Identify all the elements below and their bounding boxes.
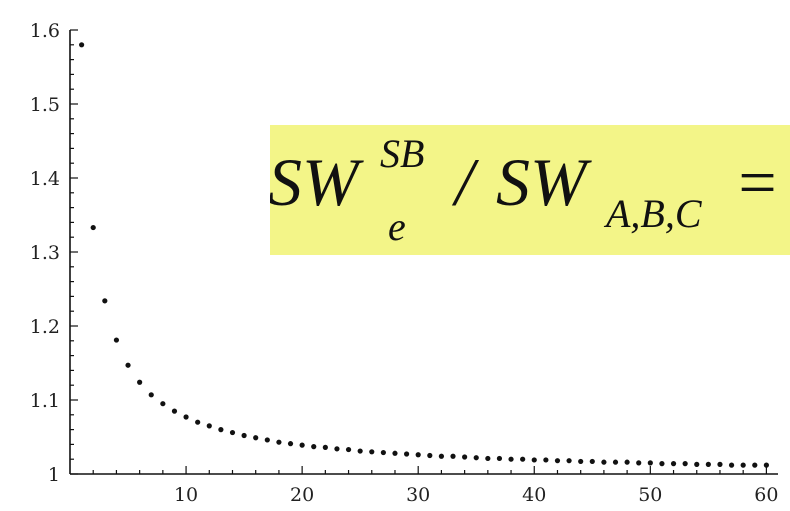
data-point	[392, 450, 398, 456]
data-point	[554, 458, 561, 464]
data-point	[496, 455, 503, 462]
y-tick-label: 1.6	[30, 20, 60, 42]
data-point	[253, 435, 259, 441]
data-point	[624, 459, 630, 465]
data-point	[763, 462, 769, 468]
data-point	[682, 461, 688, 467]
data-point	[195, 419, 201, 425]
data-point	[508, 456, 514, 462]
data-point	[612, 459, 619, 465]
formula-subscript-e: e	[388, 204, 406, 249]
data-point	[728, 462, 735, 468]
x-tick-label: 40	[522, 484, 546, 506]
data-point	[717, 461, 723, 467]
x-tick-label: 30	[406, 484, 430, 506]
data-point	[659, 461, 665, 467]
data-point	[473, 455, 479, 461]
data-point	[578, 458, 584, 465]
data-points	[79, 42, 769, 468]
data-point	[752, 462, 758, 468]
data-point	[740, 462, 746, 468]
data-point	[322, 444, 328, 450]
data-point	[229, 429, 236, 436]
x-tick-label: 50	[638, 484, 662, 506]
y-tick-label: 1.4	[30, 168, 60, 190]
data-point	[636, 460, 642, 466]
data-point	[415, 452, 421, 458]
data-point	[705, 461, 711, 467]
data-point	[299, 442, 305, 448]
data-point	[334, 446, 340, 452]
formula-slash: /	[455, 144, 474, 220]
data-point	[148, 392, 154, 398]
y-tick-label: 1.1	[30, 390, 60, 412]
data-point	[566, 458, 572, 464]
x-tick-label: 10	[174, 484, 198, 506]
formula-main-sw-2: SW	[496, 144, 587, 220]
data-point	[450, 453, 456, 459]
data-point	[125, 362, 131, 368]
formula-main-sw: SW	[270, 144, 359, 220]
data-point	[276, 439, 282, 445]
data-point	[137, 379, 143, 385]
data-point	[241, 432, 247, 439]
ticks: 10 20 30 40 50 60 1 1.1 1.2 1.3 1.4 1.5 1.6	[30, 20, 779, 506]
data-point	[369, 449, 375, 455]
data-point	[543, 457, 549, 463]
y-tick-label: 1.3	[30, 242, 60, 264]
data-point	[113, 337, 120, 343]
formula-box: SW SB e / SW A,B,C =	[270, 125, 790, 255]
data-point	[345, 446, 352, 453]
data-point	[90, 224, 96, 231]
y-tick-label: 1	[48, 464, 60, 486]
y-tick-label: 1.5	[30, 94, 60, 116]
data-point	[438, 453, 445, 459]
data-point	[264, 437, 270, 443]
data-point	[520, 456, 526, 462]
data-point	[380, 449, 386, 456]
y-tick-label: 1.2	[30, 316, 60, 338]
x-tick-label: 20	[290, 484, 314, 506]
data-point	[403, 451, 410, 457]
data-point	[357, 448, 363, 454]
data-point	[218, 427, 224, 433]
data-point	[601, 459, 607, 465]
data-point	[79, 42, 85, 48]
data-point	[171, 408, 178, 414]
data-point	[462, 454, 468, 460]
formula-equals: =	[734, 144, 780, 220]
data-point	[287, 441, 294, 447]
data-point	[311, 444, 317, 450]
data-point	[485, 455, 491, 462]
data-point	[670, 461, 677, 467]
data-point	[427, 452, 433, 459]
data-point	[206, 423, 212, 429]
data-point	[102, 298, 108, 304]
data-point	[647, 460, 653, 466]
data-point	[694, 461, 700, 467]
data-point	[531, 457, 537, 463]
x-tick-label: 60	[754, 484, 778, 506]
data-point	[183, 414, 189, 420]
data-point	[160, 401, 166, 407]
data-point	[589, 458, 595, 465]
formula-subscript-abc: A,B,C	[606, 191, 702, 236]
formula-superscript-sb: SB	[380, 131, 425, 176]
